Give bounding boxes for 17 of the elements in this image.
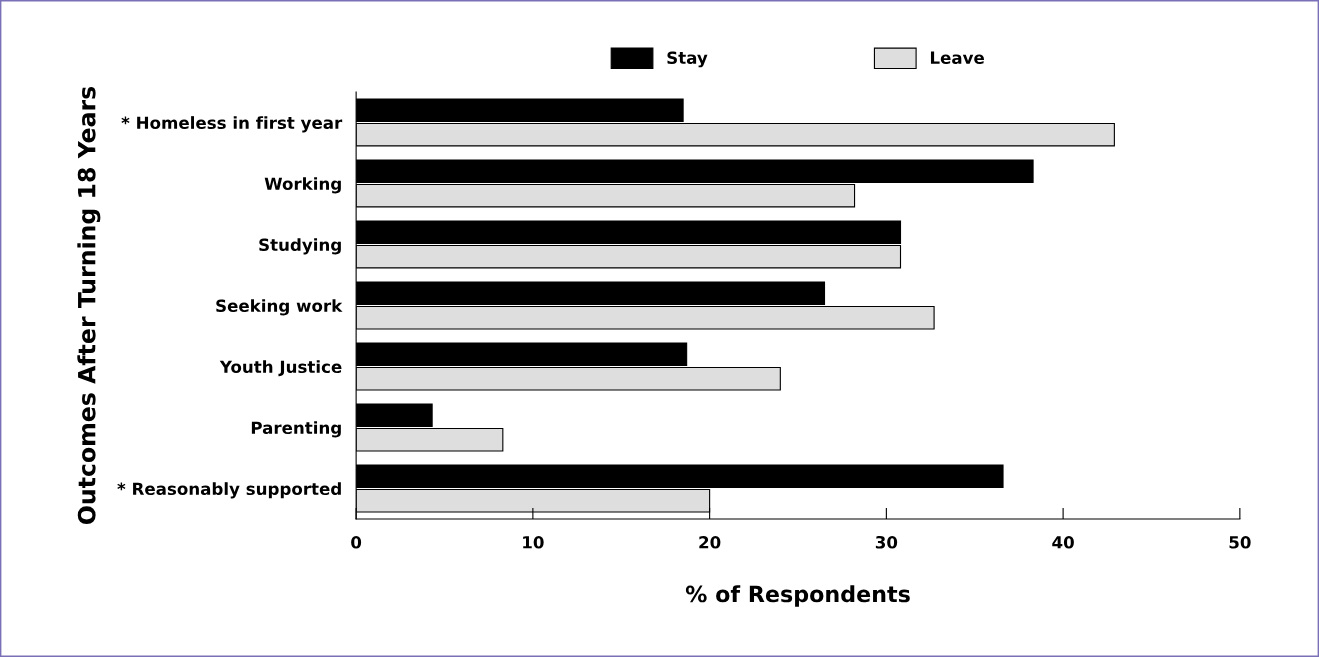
y-tick-label: * Homeless in first year: [121, 116, 343, 133]
legend-label: Stay: [667, 51, 708, 68]
y-axis-title: Outcomes After Turning 18 Years: [77, 86, 101, 525]
legend-label: Leave: [930, 51, 984, 65]
x-tick-label: 40: [1052, 535, 1074, 549]
x-tick-label: 10: [523, 535, 544, 549]
y-tick-label: Working: [264, 177, 341, 194]
y-tick-label: * Reasonably supported: [117, 482, 341, 499]
x-tick-label: 50: [1229, 535, 1251, 549]
y-tick-label: Seeking work: [216, 299, 343, 316]
x-tick-label: 0: [351, 535, 362, 549]
x-tick-label: 20: [699, 535, 721, 549]
x-tick-label: 30: [875, 535, 898, 549]
y-tick-label: Youth Justice: [219, 360, 342, 377]
y-tick-label: Parenting: [251, 421, 341, 438]
y-tick-label: Studying: [259, 238, 341, 255]
x-axis-title: % of Respondents: [685, 585, 910, 607]
